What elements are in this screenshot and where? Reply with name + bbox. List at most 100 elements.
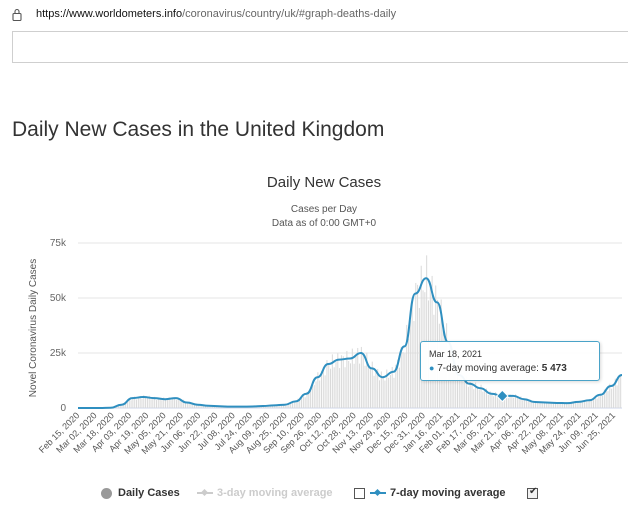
daily-bar — [603, 389, 605, 408]
daily-bar — [161, 400, 163, 408]
daily-bar — [426, 255, 428, 408]
daily-bar — [522, 400, 524, 408]
daily-bar — [275, 405, 277, 408]
daily-bar — [618, 375, 620, 408]
daily-bar — [369, 368, 371, 408]
daily-bar — [121, 405, 123, 408]
daily-bar — [527, 401, 529, 408]
daily-bar — [174, 397, 176, 408]
daily-bar — [181, 401, 183, 408]
daily-bar — [272, 405, 274, 408]
chart-legend: Daily Cases 3-day moving average 7-day m… — [0, 486, 628, 505]
daily-bar — [346, 350, 348, 408]
daily-bar — [377, 369, 379, 408]
daily-bar — [411, 297, 413, 408]
daily-bar — [567, 403, 569, 408]
daily-bar — [391, 366, 393, 408]
daily-bar — [324, 375, 326, 408]
daily-bar — [553, 403, 555, 408]
daily-bar — [311, 381, 313, 408]
daily-bar — [315, 381, 317, 408]
daily-bar — [576, 402, 578, 408]
daily-bar — [277, 404, 279, 408]
daily-bar — [560, 402, 562, 408]
daily-bar — [620, 375, 622, 408]
daily-bar — [556, 403, 558, 408]
daily-bar — [551, 402, 553, 408]
daily-bar — [301, 397, 303, 408]
legend-item-7day[interactable]: 7-day moving average — [370, 487, 506, 499]
daily-bar — [215, 406, 217, 408]
daily-bar — [591, 400, 593, 408]
daily-bar — [331, 354, 333, 408]
daily-bar — [130, 400, 132, 408]
legend-daily-label: Daily Cases — [118, 487, 180, 499]
legend-3day-label: 3-day moving average — [217, 487, 333, 499]
url-text[interactable]: https://www.worldometers.info/coronaviru… — [36, 8, 396, 20]
daily-bar — [183, 399, 185, 408]
daily-bar — [259, 406, 261, 408]
checkbox-3day[interactable] — [354, 488, 365, 499]
daily-bar — [348, 361, 350, 408]
page-search-box[interactable] — [12, 31, 628, 63]
daily-bar — [281, 404, 283, 408]
daily-bar — [157, 397, 159, 408]
daily-bar — [186, 402, 188, 408]
daily-bar — [458, 379, 460, 408]
daily-bar — [589, 398, 591, 408]
checkbox-7day[interactable] — [527, 486, 538, 499]
daily-bar — [297, 398, 299, 408]
daily-bar — [547, 403, 549, 408]
y-tick-label: 25k — [50, 348, 67, 359]
daily-bar — [132, 398, 134, 408]
daily-bar — [350, 363, 351, 408]
daily-bar — [141, 398, 143, 408]
daily-bar — [609, 383, 611, 408]
daily-bar — [375, 369, 377, 408]
daily-bar — [409, 321, 411, 408]
tooltip-marker — [495, 389, 509, 403]
daily-bar — [478, 389, 480, 408]
daily-bar — [476, 387, 478, 408]
legend-item-daily-cases[interactable]: Daily Cases — [101, 487, 180, 499]
legend-item-3day[interactable]: 3-day moving average — [197, 487, 333, 499]
daily-bar — [291, 401, 293, 408]
daily-bar — [464, 380, 466, 408]
daily-bar — [319, 380, 321, 408]
daily-bar — [471, 382, 473, 408]
daily-bar — [455, 357, 457, 408]
daily-bar — [188, 402, 190, 408]
daily-bar — [417, 284, 419, 408]
daily-bar — [168, 397, 170, 408]
daily-bar — [562, 403, 564, 408]
daily-bar — [326, 360, 328, 408]
daily-bar — [152, 397, 154, 408]
daily-bar — [342, 356, 344, 408]
daily-bar — [380, 371, 382, 408]
daily-bar — [288, 403, 290, 408]
daily-bar — [569, 402, 571, 408]
daily-bar — [199, 404, 201, 408]
address-bar[interactable]: https://www.worldometers.info/coronaviru… — [0, 0, 628, 30]
daily-bar — [587, 401, 589, 408]
daily-bar — [386, 369, 388, 408]
daily-bar — [304, 397, 306, 408]
legend-7day-label: 7-day moving average — [390, 487, 506, 499]
daily-bar — [538, 402, 540, 408]
daily-bar — [328, 364, 330, 408]
daily-bar — [270, 405, 272, 408]
daily-bar — [475, 382, 477, 408]
daily-bar — [203, 404, 205, 408]
daily-bar — [542, 403, 544, 408]
daily-bar — [165, 399, 167, 408]
daily-bar — [268, 405, 270, 408]
daily-bar — [306, 391, 308, 408]
daily-bar — [545, 402, 547, 408]
daily-bar — [159, 398, 161, 408]
daily-bar — [402, 352, 404, 408]
daily-bar — [353, 363, 355, 408]
daily-bar — [136, 399, 138, 408]
daily-case-bars — [101, 255, 622, 408]
daily-bar — [302, 394, 304, 408]
